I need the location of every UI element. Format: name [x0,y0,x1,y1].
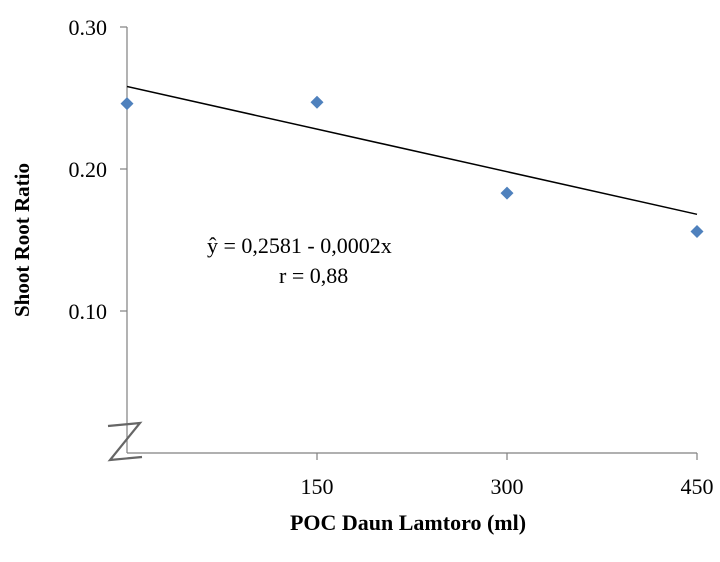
correlation-value: r = 0,88 [279,263,348,288]
x-tick-label: 150 [301,474,334,499]
data-point [120,97,134,111]
data-points [120,95,704,238]
y-ticks: 0.10 0.20 0.30 [69,15,127,324]
regression-equation: ŷ = 0,2581 - 0,0002x [207,233,392,258]
y-tick-label: 0.10 [69,299,108,324]
data-point [310,95,324,109]
y-axis-title: Shoot Root Ratio [10,163,34,317]
x-tick-label: 450 [681,474,714,499]
y-tick-label: 0.30 [69,15,108,40]
x-ticks: 150 300 450 [301,453,714,499]
data-point [500,186,514,200]
y-tick-label: 0.20 [69,157,108,182]
data-point [690,224,704,238]
axis-break-icon [107,421,143,462]
x-tick-label: 300 [491,474,524,499]
x-axis-title: POC Daun Lamtoro (ml) [290,510,526,535]
trendline [126,85,698,216]
